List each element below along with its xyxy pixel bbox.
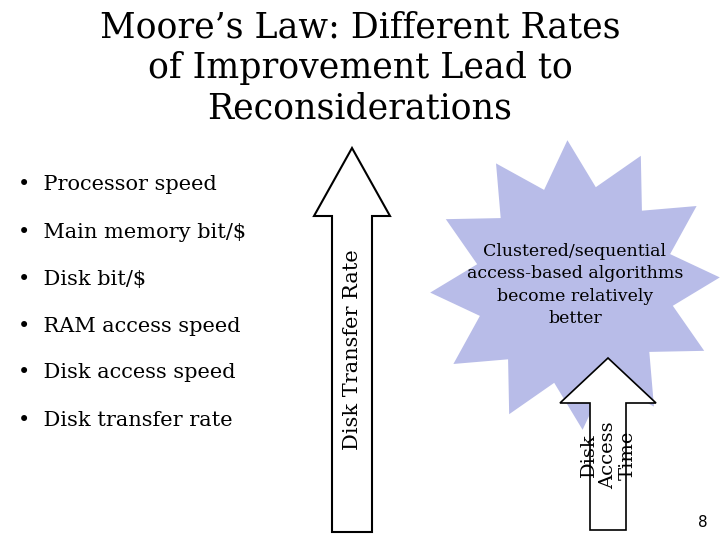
Polygon shape [560, 358, 656, 530]
Text: •  Disk access speed: • Disk access speed [18, 363, 235, 382]
Text: 8: 8 [698, 515, 708, 530]
Text: •  Processor speed: • Processor speed [18, 176, 217, 194]
Polygon shape [430, 140, 720, 430]
Polygon shape [314, 148, 390, 532]
Text: Disk
Access
Time: Disk Access Time [580, 421, 636, 489]
Text: •  Disk transfer rate: • Disk transfer rate [18, 410, 233, 429]
Text: Disk Transfer Rate: Disk Transfer Rate [343, 249, 361, 450]
Text: Moore’s Law: Different Rates
of Improvement Lead to
Reconsiderations: Moore’s Law: Different Rates of Improvem… [100, 10, 620, 125]
Text: •  Disk bit/$: • Disk bit/$ [18, 269, 146, 288]
Text: •  RAM access speed: • RAM access speed [18, 316, 240, 335]
Text: •  Main memory bit/$: • Main memory bit/$ [18, 222, 246, 241]
Text: Clustered/sequential
access-based algorithms
become relatively
better: Clustered/sequential access-based algori… [467, 243, 683, 327]
